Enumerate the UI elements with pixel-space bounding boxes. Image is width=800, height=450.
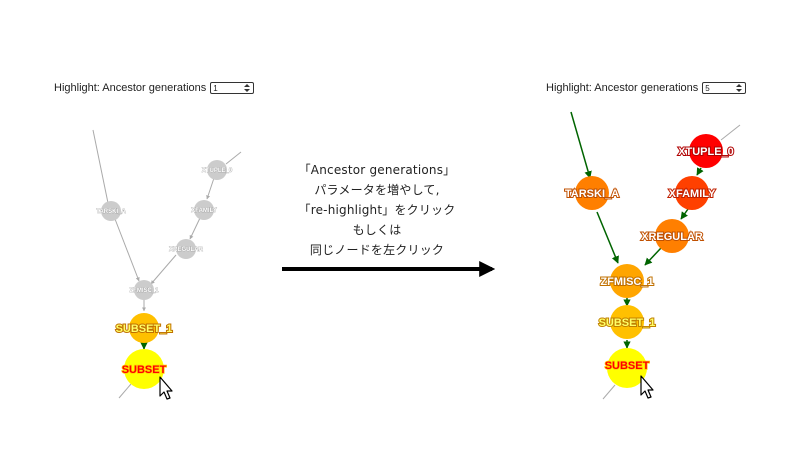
left-highlight-label: Highlight: Ancestor generations [54,82,207,94]
node-right-zfmisc_1[interactable]: ZFMISC_1 [599,264,655,298]
instruction-line: 同じノードを左クリック [309,243,445,257]
edge-incoming [118,383,132,399]
edge-xtuple-up [225,151,242,165]
right-graph: XTUPLE_0 XFAMILY TARSKI_A XREGULAR ZFMIS… [564,111,741,400]
edge-tarski-up [92,129,109,204]
stepper-down-icon[interactable] [244,89,251,92]
node-left-zfmisc_1[interactable]: ZFMISC_1 [129,280,159,300]
node-left-xregular[interactable]: XREGULAR [169,239,204,259]
svg-text:TARSKI_A: TARSKI_A [96,209,126,215]
mouse-cursor-icon [640,375,654,399]
svg-text:TARSKI_A: TARSKI_A [565,188,619,200]
left-graph: TARSKI_A XTUPLE_0 XFAMILY XREGULAR ZFMIS… [92,129,242,400]
svg-text:SUBSET_1: SUBSET_1 [116,323,173,335]
node-right-xtuple_0[interactable]: XTUPLE_0 [677,134,735,168]
node-right-xfamily[interactable]: XFAMILY [668,176,717,210]
edge-tarski-up [570,111,592,179]
node-right-subset[interactable]: SUBSET [604,348,650,388]
stepper-arrows-icon[interactable] [243,83,251,93]
svg-text:SUBSET: SUBSET [605,360,650,372]
svg-text:XTUPLE_0: XTUPLE_0 [202,168,233,174]
edge-xtuple-xfamily [206,177,215,200]
svg-text:ZFMISC_1: ZFMISC_1 [129,288,159,294]
edge-tarski-zfmisc [596,211,619,264]
left-highlight-control: Highlight: Ancestor generations [54,81,255,95]
node-right-tarski_a[interactable]: TARSKI_A [564,176,620,210]
svg-text:ZFMISC_1: ZFMISC_1 [600,276,653,288]
instruction-line: 「re-highlight」をクリック [298,203,456,217]
right-generations-input[interactable] [703,83,738,93]
stepper-up-icon[interactable] [736,84,743,87]
node-right-subset_1[interactable]: SUBSET_1 [598,305,656,339]
svg-text:XFAMILY: XFAMILY [669,188,716,200]
svg-text:XTUPLE_0: XTUPLE_0 [678,146,734,158]
mouse-cursor-icon [159,376,173,400]
edge-xtuple-up [720,124,741,141]
instruction-line: もしくは [352,223,402,237]
svg-text:SUBSET: SUBSET [122,364,167,376]
edge-xtuple-xfamily [696,167,704,176]
svg-text:XREGULAR: XREGULAR [641,231,703,243]
right-highlight-control: Highlight: Ancestor generations [546,81,747,95]
svg-text:SUBSET_1: SUBSET_1 [599,317,656,329]
edge-incoming [602,384,616,400]
svg-text:XREGULAR: XREGULAR [169,247,203,253]
left-generations-stepper[interactable] [210,82,255,94]
stepper-down-icon[interactable] [736,89,743,92]
svg-text:XFAMILY: XFAMILY [191,208,216,214]
node-left-xtuple_0[interactable]: XTUPLE_0 [202,160,233,180]
node-right-xregular[interactable]: XREGULAR [640,219,704,253]
instruction-line: 「Ancestor generations」 [298,163,456,177]
edge-xregular-zfmisc [150,254,177,285]
edge-xfamily-xregular [189,217,201,240]
edge-xfamily-xregular [680,208,689,220]
instruction-line: パラメータを増やして, [314,183,440,197]
edge-tarski-zfmisc [114,218,140,282]
instruction-text: 「Ancestor generations」 パラメータを増やして, 「re-h… [262,160,492,260]
right-generations-stepper[interactable] [702,82,747,94]
stepper-arrows-icon[interactable] [735,83,743,93]
edge-xregular-zfmisc [644,247,662,266]
right-highlight-label: Highlight: Ancestor generations [546,82,699,94]
node-left-tarski_a[interactable]: TARSKI_A [96,201,127,221]
node-left-subset[interactable]: SUBSET [121,349,167,389]
node-left-subset_1[interactable]: SUBSET_1 [115,313,173,343]
node-left-xfamily[interactable]: XFAMILY [191,200,217,220]
left-generations-input[interactable] [211,83,246,93]
stepper-up-icon[interactable] [244,84,251,87]
